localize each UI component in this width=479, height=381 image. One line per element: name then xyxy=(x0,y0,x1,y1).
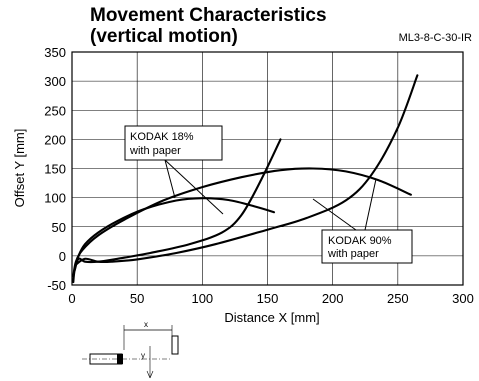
x-tick-label: 0 xyxy=(68,291,75,306)
chart-title-line2: (vertical motion) xyxy=(90,26,238,47)
x-tick-label: 50 xyxy=(130,291,144,306)
x-tick-labels: 0 50 100 150 200 250 300 xyxy=(68,291,473,306)
diagram-y-arrow-right xyxy=(149,370,154,379)
series-curves xyxy=(72,74,419,284)
x-tick-label: 250 xyxy=(387,291,409,306)
plot-frame xyxy=(71,51,464,286)
chart-title-line1: Movement Characteristics xyxy=(90,5,327,26)
x-tick-label: 100 xyxy=(191,291,213,306)
leader-kodak-18-b xyxy=(164,159,224,215)
x-tick-label: 300 xyxy=(452,291,474,306)
y-axis-label: Offset Y [mm] xyxy=(12,129,27,208)
series-kodak-90-curve-1 xyxy=(72,167,412,278)
diagram-y-arrow-left xyxy=(146,370,151,379)
leader-kodak-90-b xyxy=(364,178,377,231)
label-kodak-18-line1: KODAK 18% xyxy=(130,131,194,143)
x-tick-label: 200 xyxy=(322,291,344,306)
label-box-kodak-18 xyxy=(124,125,223,161)
y-tick-label: 200 xyxy=(44,132,66,147)
label-box-kodak-90 xyxy=(321,229,413,264)
y-tick-label: 350 xyxy=(44,45,66,60)
diagram-y-label: y xyxy=(141,351,145,360)
label-kodak-90-line2: with paper xyxy=(327,248,379,260)
y-tick-label: 50 xyxy=(52,220,66,235)
y-tick-labels: -50 0 50 100 150 200 250 300 350 xyxy=(44,45,66,293)
series-kodak-90-curve-2 xyxy=(74,74,419,266)
model-label: ML3-8-C-30-IR xyxy=(399,32,472,44)
y-tick-label: 250 xyxy=(44,103,66,118)
geometry-diagram: x y xyxy=(82,320,179,379)
y-tick-label: 300 xyxy=(44,74,66,89)
leader-kodak-90-a xyxy=(312,198,357,231)
x-tick-label: 150 xyxy=(257,291,279,306)
y-tick-label: -50 xyxy=(47,278,66,293)
y-tick-label: 150 xyxy=(44,162,66,177)
label-kodak-90-line1: KODAK 90% xyxy=(328,235,392,247)
diagram-target xyxy=(171,335,179,355)
x-axis-label: Distance X [mm] xyxy=(224,310,319,325)
y-tick-label: 100 xyxy=(44,191,66,206)
diagram-x-label: x xyxy=(144,320,148,329)
leader-kodak-18-a xyxy=(164,159,176,199)
label-kodak-18-line2: with paper xyxy=(129,145,181,157)
y-tick-label: 0 xyxy=(59,249,66,264)
